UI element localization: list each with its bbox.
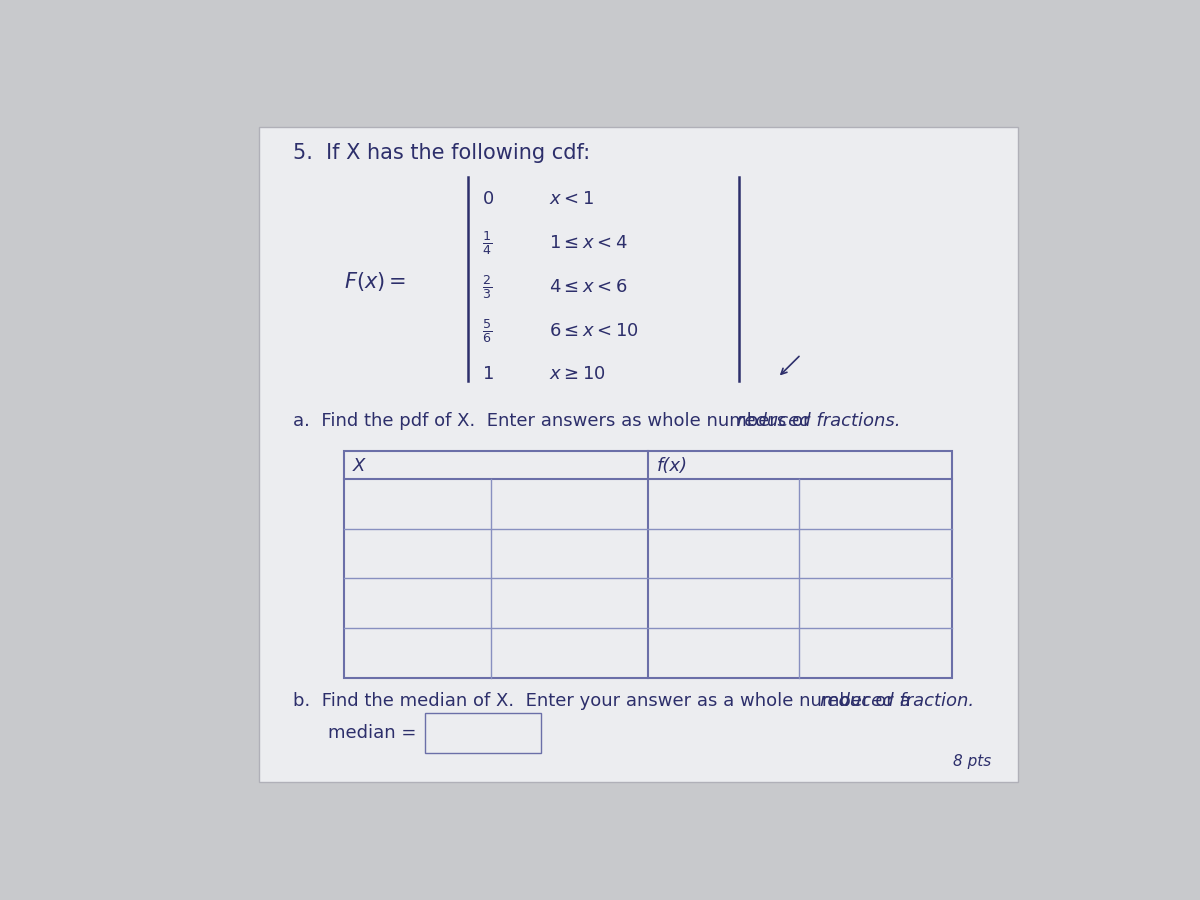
Text: 5.  If X has the following cdf:: 5. If X has the following cdf: <box>293 142 590 163</box>
Text: $6 \leq x < 10$: $6 \leq x < 10$ <box>550 322 638 340</box>
Text: $\frac{1}{4}$: $\frac{1}{4}$ <box>481 229 492 256</box>
Text: $\frac{5}{6}$: $\frac{5}{6}$ <box>481 318 492 346</box>
FancyBboxPatch shape <box>258 127 1018 782</box>
Text: $x \geq 10$: $x \geq 10$ <box>550 364 606 382</box>
Text: median =: median = <box>329 724 416 742</box>
Text: 8 pts: 8 pts <box>953 753 991 769</box>
Text: f(x): f(x) <box>656 456 688 474</box>
Text: a.  Find the pdf of X.  Enter answers as whole numbers or: a. Find the pdf of X. Enter answers as w… <box>293 412 817 430</box>
Text: reduced fractions.: reduced fractions. <box>738 412 901 430</box>
Text: $x < 1$: $x < 1$ <box>550 190 594 208</box>
Text: $0$: $0$ <box>481 190 493 208</box>
Text: b.  Find the median of X.  Enter your answer as a whole number or a: b. Find the median of X. Enter your answ… <box>293 692 917 710</box>
Text: X: X <box>353 456 366 474</box>
Text: $1$: $1$ <box>481 364 493 382</box>
Text: $\frac{2}{3}$: $\frac{2}{3}$ <box>481 273 492 301</box>
Text: reduced fraction.: reduced fraction. <box>821 692 974 710</box>
FancyBboxPatch shape <box>425 713 541 753</box>
Text: $\mathit{F}(x) =$: $\mathit{F}(x) =$ <box>343 270 406 292</box>
Text: $1 \leq x < 4$: $1 \leq x < 4$ <box>550 234 628 252</box>
Text: $4 \leq x < 6$: $4 \leq x < 6$ <box>550 277 628 295</box>
